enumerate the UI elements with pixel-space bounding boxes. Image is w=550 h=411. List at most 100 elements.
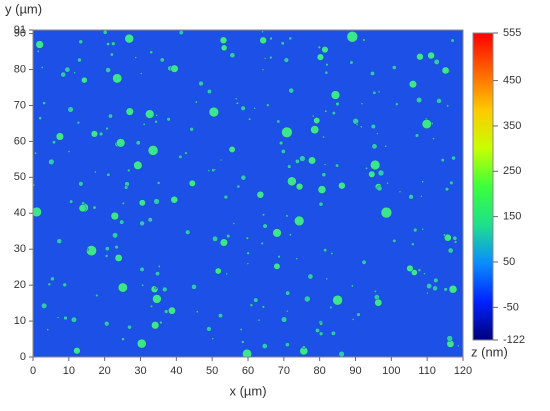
particle bbox=[104, 321, 110, 327]
particle bbox=[391, 65, 397, 70]
particle bbox=[127, 168, 131, 173]
particle bbox=[360, 102, 364, 105]
particle bbox=[414, 133, 420, 138]
particle bbox=[330, 252, 334, 255]
particle bbox=[444, 233, 452, 242]
particle bbox=[145, 109, 155, 119]
particle bbox=[260, 241, 264, 246]
particle bbox=[372, 90, 377, 95]
x-tick-label: 70 bbox=[278, 365, 290, 377]
particle bbox=[392, 238, 397, 243]
colorbar-tick-label: -122 bbox=[503, 334, 525, 346]
particle bbox=[239, 328, 243, 331]
particle bbox=[332, 295, 343, 306]
particle bbox=[257, 318, 261, 322]
particle bbox=[198, 80, 204, 87]
particle bbox=[159, 320, 163, 325]
particle bbox=[262, 223, 268, 229]
particle bbox=[149, 50, 154, 55]
particle bbox=[295, 257, 298, 260]
particle bbox=[76, 121, 81, 125]
particle bbox=[184, 151, 188, 155]
particle bbox=[81, 76, 88, 84]
particle bbox=[86, 245, 97, 256]
particle bbox=[63, 315, 68, 321]
y-tick-label: 91 bbox=[14, 24, 26, 36]
particle bbox=[106, 172, 111, 177]
particle bbox=[302, 345, 306, 349]
y-tick-label: 0 bbox=[20, 351, 26, 363]
particle bbox=[446, 104, 450, 108]
particle bbox=[447, 247, 454, 254]
particle bbox=[139, 220, 145, 226]
particle bbox=[56, 316, 60, 319]
x-tick-label: 80 bbox=[314, 365, 326, 377]
particle bbox=[351, 318, 355, 321]
y-tick-label: 80 bbox=[14, 63, 26, 75]
particle bbox=[147, 217, 153, 223]
particle bbox=[330, 330, 336, 336]
particle bbox=[360, 125, 363, 129]
colorbar-tick-label: 555 bbox=[503, 27, 521, 39]
particle bbox=[304, 295, 311, 303]
particle bbox=[220, 44, 228, 52]
particle bbox=[245, 236, 249, 240]
particle bbox=[261, 30, 264, 34]
particle bbox=[140, 72, 143, 75]
particle bbox=[195, 310, 199, 314]
particle bbox=[235, 101, 239, 105]
particle bbox=[346, 31, 358, 43]
particle bbox=[365, 166, 368, 170]
particle bbox=[451, 155, 456, 161]
particle bbox=[441, 66, 450, 75]
particle bbox=[398, 190, 402, 193]
particle bbox=[421, 180, 425, 184]
particle bbox=[411, 269, 418, 276]
particle bbox=[150, 304, 154, 308]
particle bbox=[281, 149, 286, 154]
particle bbox=[62, 282, 67, 288]
particle bbox=[214, 267, 222, 275]
particle bbox=[319, 321, 324, 326]
particle bbox=[241, 340, 245, 344]
particle bbox=[323, 248, 328, 253]
particle bbox=[67, 150, 71, 153]
y-tick-label: 10 bbox=[14, 315, 26, 327]
particle bbox=[153, 198, 160, 205]
particle bbox=[138, 199, 146, 207]
particle bbox=[373, 289, 377, 293]
particle bbox=[112, 232, 119, 239]
particle bbox=[457, 344, 460, 348]
particle bbox=[338, 350, 345, 357]
particle bbox=[356, 312, 361, 317]
particle bbox=[78, 39, 83, 45]
particle bbox=[311, 114, 315, 118]
particle bbox=[133, 160, 143, 170]
particle bbox=[281, 316, 288, 323]
particle bbox=[288, 233, 292, 237]
colorbar-tick-label: 350 bbox=[503, 120, 521, 132]
x-tick-label: 20 bbox=[99, 365, 111, 377]
particle bbox=[127, 324, 132, 330]
particle bbox=[236, 184, 241, 189]
particle bbox=[338, 182, 346, 190]
y-axis-label: y (µm) bbox=[5, 1, 42, 16]
particle bbox=[318, 201, 324, 207]
particle bbox=[60, 71, 67, 78]
particle bbox=[154, 120, 158, 124]
particle bbox=[272, 228, 282, 238]
particle bbox=[246, 262, 250, 265]
particle bbox=[294, 215, 305, 226]
particle bbox=[426, 291, 429, 295]
particle bbox=[219, 36, 228, 44]
particle bbox=[316, 53, 324, 61]
particle bbox=[269, 55, 273, 60]
particle bbox=[73, 347, 81, 355]
particle bbox=[124, 185, 129, 190]
particle bbox=[310, 125, 320, 135]
particle bbox=[67, 106, 74, 113]
particle bbox=[157, 265, 161, 268]
particle bbox=[162, 286, 168, 293]
particle bbox=[142, 122, 146, 126]
particle bbox=[90, 130, 98, 138]
